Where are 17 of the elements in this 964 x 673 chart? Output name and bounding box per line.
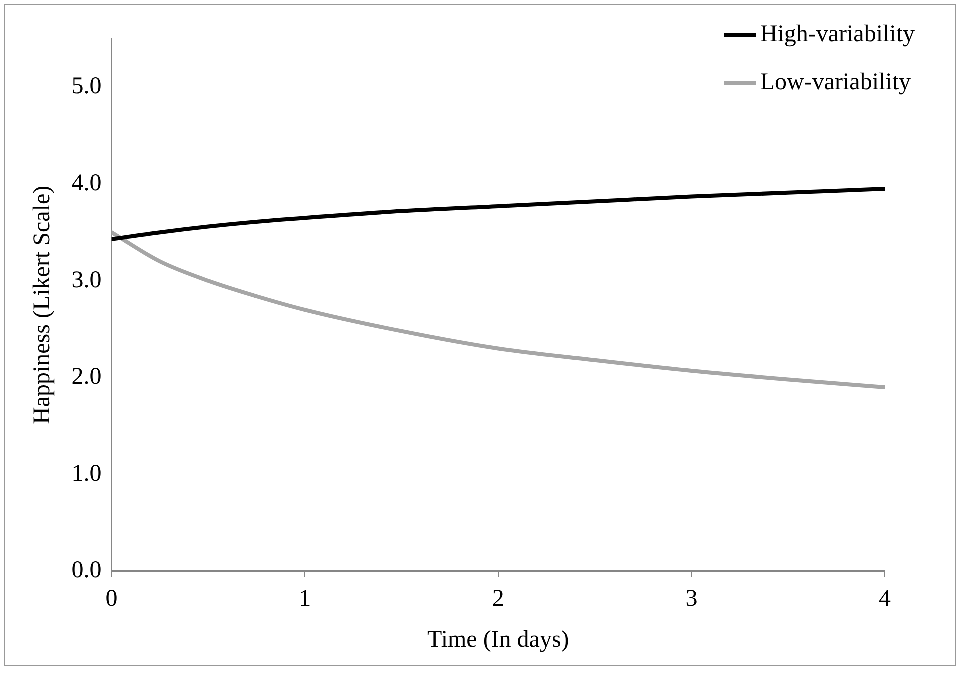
legend-label: Low-variability <box>760 69 911 96</box>
y-tick-label: 0.0 <box>72 558 102 584</box>
x-tick-label: 3 <box>686 586 698 612</box>
x-tick-label: 1 <box>299 586 312 612</box>
y-tick-label: 2.0 <box>72 364 102 390</box>
y-tick-label: 3.0 <box>72 267 102 294</box>
y-tick-label: 4.0 <box>72 170 102 196</box>
legend-label: High-variability <box>760 21 916 48</box>
x-axis-title: Time (In days) <box>428 626 570 653</box>
x-tick-label: 0 <box>106 586 118 612</box>
x-tick-label: 4 <box>879 586 891 612</box>
y-tick-label: 5.0 <box>72 74 102 100</box>
y-tick-label: 1.0 <box>72 460 102 487</box>
y-axis-title: Happiness (Likert Scale) <box>30 186 56 424</box>
line-series <box>112 230 885 390</box>
line-series <box>112 187 885 242</box>
x-tick-label: 2 <box>492 586 504 612</box>
